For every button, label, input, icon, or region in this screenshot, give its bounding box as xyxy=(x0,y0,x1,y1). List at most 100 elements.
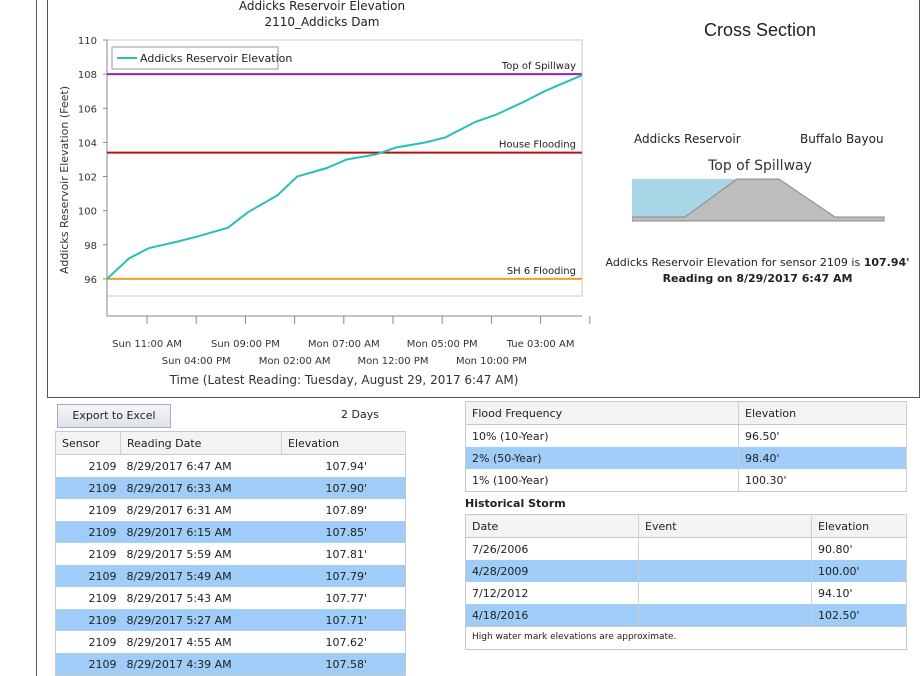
table-cell: 10% (10-Year) xyxy=(465,424,739,447)
x-tick-label: Mon 12:00 PM xyxy=(358,356,429,367)
x-tick-label: Tue 03:00 AM xyxy=(506,339,575,350)
table-cell: 107.85' xyxy=(281,521,406,543)
header-elevation[interactable]: Elevation xyxy=(281,431,406,455)
table-cell: 98.40' xyxy=(738,447,907,469)
table-cell: 8/29/2017 5:59 AM xyxy=(126,547,232,561)
flood-frequency-table: Flood Frequency Elevation 10% (10-Year) 9… xyxy=(465,401,907,492)
table-row[interactable]: 2109 8/29/2017 6:15 AM 107.85' xyxy=(55,521,406,543)
table-row[interactable]: 2109 8/29/2017 6:47 AM 107.94' xyxy=(56,455,406,478)
header-date[interactable]: Date xyxy=(465,514,639,538)
table-header-row: Date Event Elevation xyxy=(465,514,907,538)
table-cell: 8/29/2017 4:55 AM xyxy=(126,635,232,649)
bayou-label: Buffalo Bayou xyxy=(800,132,884,146)
header-elevation[interactable]: Elevation xyxy=(738,401,907,425)
legend-label: Addicks Reservoir Elevation xyxy=(140,52,292,65)
chart-title: Addicks Reservoir Elevation xyxy=(239,0,405,13)
x-axis-label: Time (Latest Reading: Tuesday, August 29… xyxy=(169,373,519,387)
panel-border-left xyxy=(47,0,48,398)
y-tick-label: 106 xyxy=(78,104,97,115)
elevation-reading: Addicks Reservoir Elevation for sensor 2… xyxy=(595,256,920,269)
x-tick-label: Sun 09:00 PM xyxy=(211,339,280,350)
table-row[interactable]: 7/26/2006 90.80' xyxy=(465,537,907,560)
table-row[interactable]: 2109 8/29/2017 5:27 AM 107.71' xyxy=(55,609,406,631)
reading-prefix: Addicks Reservoir Elevation for sensor 2… xyxy=(605,256,861,269)
table-cell: 4/28/2009 xyxy=(465,560,639,582)
table-row[interactable]: 2109 8/29/2017 4:39 AM 107.58' xyxy=(55,653,406,676)
table-cell: 100.00' xyxy=(811,560,907,582)
table-cell: 8/29/2017 5:43 AM xyxy=(126,591,232,605)
table-cell: 8/29/2017 5:49 AM xyxy=(120,565,282,587)
table-cell: 102.50' xyxy=(811,604,907,627)
table-row[interactable]: 2109 8/29/2017 6:33 AM 107.90' xyxy=(55,477,406,499)
table-row[interactable]: 2109 8/29/2017 5:49 AM 107.79' xyxy=(55,565,406,587)
elevation-chart: Addicks Reservoir Elevation 2110_Addicks… xyxy=(58,0,591,387)
table-row[interactable]: 2% (50-Year) 98.40' xyxy=(465,447,907,469)
threshold-label: SH 6 Flooding xyxy=(507,266,576,277)
spillway-label: Top of Spillway xyxy=(708,158,812,174)
readings-table: Sensor Reading Date Elevation 2109 8/29/2… xyxy=(55,431,406,676)
table-cell: 2109 xyxy=(88,503,117,517)
legend: Addicks Reservoir Elevation xyxy=(111,46,292,70)
y-tick-label: 100 xyxy=(78,207,97,218)
table-cell: 2109 xyxy=(55,521,121,543)
table-row[interactable]: 2109 8/29/2017 4:55 AM 107.62' xyxy=(56,631,406,653)
table-cell: 96.50' xyxy=(738,424,907,447)
table-cell: 2109 xyxy=(55,565,121,587)
table-cell: 2109 xyxy=(88,591,117,605)
table-row[interactable]: 4/18/2016 102.50' xyxy=(465,604,907,627)
table-header-row: Flood Frequency Elevation xyxy=(465,401,907,425)
y-axis: 110 108 106 104 102 100 98 96 xyxy=(78,36,107,286)
header-flood-frequency[interactable]: Flood Frequency xyxy=(465,401,739,425)
table-row[interactable]: 1% (100-Year) 100.30' xyxy=(465,469,907,492)
elevation-series-line xyxy=(106,74,583,280)
chart-subtitle: 2110_Addicks Dam xyxy=(264,15,379,29)
table-cell: 2% (50-Year) xyxy=(465,447,739,469)
left-border xyxy=(36,0,37,676)
table-cell: 8/29/2017 6:15 AM xyxy=(120,521,282,543)
header-sensor[interactable]: Sensor xyxy=(55,431,121,455)
dam-embankment xyxy=(632,178,885,222)
reservoir-label: Addicks Reservoir xyxy=(634,132,741,146)
table-cell: 107.89' xyxy=(325,503,368,517)
y-axis-label: Addicks Reservoir Elevation (Feet) xyxy=(58,86,71,274)
x-tick-label: Mon 02:00 AM xyxy=(259,356,331,367)
approximation-note: High water mark elevations are approxima… xyxy=(472,632,677,642)
table-row[interactable]: 2109 8/29/2017 6:31 AM 107.89' xyxy=(56,499,406,521)
export-to-excel-button[interactable]: Export to Excel xyxy=(57,404,171,428)
y-tick-label: 96 xyxy=(84,275,97,286)
header-elevation[interactable]: Elevation xyxy=(811,514,907,538)
table-row[interactable]: 10% (10-Year) 96.50' xyxy=(465,424,907,447)
threshold-label: Top of Spillway xyxy=(501,61,576,72)
y-tick-label: 102 xyxy=(78,173,97,184)
reading-value: 107.94' xyxy=(863,256,910,269)
table-cell: 2109 xyxy=(88,635,117,649)
table-cell xyxy=(638,537,812,560)
table-cell: 4/18/2016 xyxy=(465,604,639,627)
y-tick-label: 108 xyxy=(78,70,97,81)
table-cell: 107.62' xyxy=(325,635,368,649)
y-tick-label: 110 xyxy=(78,36,97,47)
table-cell: 107.77' xyxy=(325,591,368,605)
table-row[interactable]: 2109 8/29/2017 5:59 AM 107.81' xyxy=(56,543,406,565)
header-event[interactable]: Event xyxy=(638,514,812,538)
table-cell: 107.58' xyxy=(281,653,406,676)
table-cell: 107.81' xyxy=(325,547,368,561)
table-cell: 1% (100-Year) xyxy=(465,469,739,492)
table-row[interactable]: 2109 8/29/2017 5:43 AM 107.77' xyxy=(56,587,406,609)
panel-border-right xyxy=(919,0,920,398)
x-tick-label: Mon 05:00 PM xyxy=(407,339,478,350)
plot-background xyxy=(106,39,583,297)
reading-date: Reading on 8/29/2017 6:47 AM xyxy=(662,272,853,285)
table-cell: 8/29/2017 6:47 AM xyxy=(126,459,232,473)
y-tick-label: 98 xyxy=(84,241,97,252)
cross-section-title: Cross Section xyxy=(703,20,817,40)
header-reading-date[interactable]: Reading Date xyxy=(120,431,282,455)
dam-diagram xyxy=(632,178,885,222)
table-row[interactable]: 7/12/2012 94.10' xyxy=(465,582,907,604)
panel-border-bottom xyxy=(47,397,920,398)
x-tick-label: Mon 10:00 PM xyxy=(456,356,527,367)
table-cell: 8/29/2017 5:27 AM xyxy=(120,609,282,631)
table-cell xyxy=(638,582,812,604)
table-row[interactable]: 4/28/2009 100.00' xyxy=(465,560,907,582)
table-cell: 7/26/2006 xyxy=(465,537,639,560)
